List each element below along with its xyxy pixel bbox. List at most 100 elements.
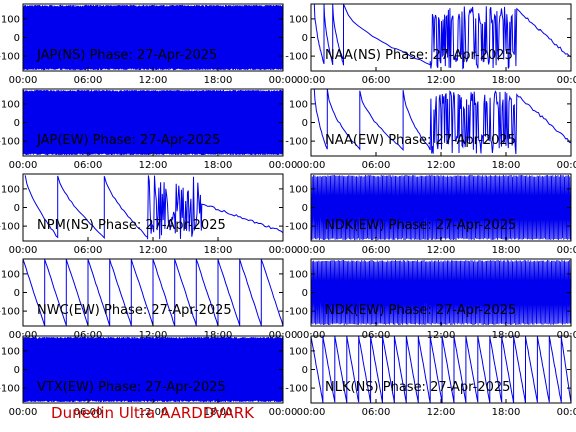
phase-trace-line — [313, 4, 571, 70]
y-tick-label: 100 — [289, 346, 308, 357]
x-tick-label: 12:00 — [427, 407, 456, 418]
x-tick-label: 00:00 — [9, 160, 38, 171]
y-tick-label: -100 — [0, 307, 20, 318]
y-tick-label: 0 — [14, 288, 20, 299]
y-tick-label: 0 — [302, 33, 308, 44]
panel-title: NWC(EW) Phase: 27-Apr-2025 — [37, 303, 232, 318]
panel-title: VTX(EW) Phase: 27-Apr-2025 — [37, 380, 226, 395]
y-tick-label: -100 — [0, 222, 20, 233]
y-tick-label: 0 — [302, 118, 308, 129]
y-tick-label: -100 — [285, 52, 308, 63]
x-tick-label: 12:00 — [427, 75, 456, 86]
y-tick-label: 0 — [302, 288, 308, 299]
phase-panel-1: 100 0 -100 00:00 06:00 12:00 18:00 00:00 JAP(NS)… — [0, 3, 298, 86]
x-tick-label: 18:00 — [204, 407, 233, 418]
x-tick-label: 06:00 — [74, 160, 103, 171]
x-tick-label: 06:00 — [74, 407, 103, 418]
x-tick-label: 00:00 — [557, 75, 576, 86]
x-tick-label: 00:00 — [269, 160, 298, 171]
x-tick-label: 00:00 — [269, 75, 298, 86]
y-tick-label: -100 — [285, 137, 308, 148]
panel-title: NDK(EW) Phase: 27-Apr-2025 — [325, 303, 516, 318]
x-tick-label: 18:00 — [492, 160, 521, 171]
y-tick-label: 100 — [289, 99, 308, 110]
x-tick-label: 00:00 — [9, 245, 38, 256]
y-tick-label: -100 — [0, 52, 20, 63]
x-tick-label: 00:00 — [297, 75, 326, 86]
y-tick-label: 100 — [289, 269, 308, 280]
y-tick-label: -100 — [0, 384, 20, 395]
y-tick-label: 100 — [1, 269, 20, 280]
y-tick-label: 0 — [14, 33, 20, 44]
x-tick-label: 18:00 — [204, 160, 233, 171]
x-tick-label: 18:00 — [204, 245, 233, 256]
x-tick-label: 00:00 — [297, 245, 326, 256]
phase-panel-5: 100 0 -100 00:00 06:00 12:00 18:00 00:00 NPM(NS)… — [0, 173, 298, 256]
x-tick-label: 06:00 — [362, 407, 391, 418]
x-tick-label: 18:00 — [204, 75, 233, 86]
phase-trace-line — [23, 336, 283, 403]
x-tick-label: 12:00 — [139, 245, 168, 256]
y-tick-label: 100 — [1, 99, 20, 110]
phase-trace-line — [23, 259, 283, 326]
phase-panel-2: 100 0 -100 00:00 06:00 12:00 18:00 00:00 NAA(NS)… — [285, 3, 576, 86]
phase-trace-line — [313, 89, 571, 155]
y-tick-label: 100 — [1, 346, 20, 357]
x-tick-label: 00:00 — [297, 160, 326, 171]
x-tick-label: 12:00 — [139, 160, 168, 171]
phase-panel-7: 1000-10000:0006:0012:0018:0000:00NWC(EW)… — [0, 258, 297, 341]
x-tick-label: 06:00 — [362, 160, 391, 171]
x-tick-label: 00:00 — [9, 75, 38, 86]
panel-title: NAA(EW) Phase: 27-Apr-2025 — [325, 133, 516, 148]
y-tick-label: -100 — [285, 384, 308, 395]
x-tick-label: 06:00 — [362, 245, 391, 256]
phase-panel-4: 100 0 -100 00:00 06:00 12:00 18:00 00:00 NAA(EW)… — [285, 88, 576, 171]
y-tick-label: -100 — [0, 137, 20, 148]
y-tick-label: 0 — [14, 365, 20, 376]
x-tick-label: 00:00 — [557, 160, 576, 171]
panel-title: JAP(NS) Phase: 27-Apr-2025 — [36, 48, 217, 63]
phase-panel-8: 1000-10000:0006:0012:0018:0000:00NDK(EW)… — [285, 258, 576, 341]
x-tick-label: 00:00 — [9, 407, 38, 418]
x-tick-label: 00:00 — [269, 407, 298, 418]
y-tick-label: 0 — [302, 365, 308, 376]
phase-panel-6: 100 0 -100 00:00 06:00 12:00 18:00 00:00 NDK(EW)… — [285, 173, 576, 256]
phase-trace-line — [311, 259, 571, 326]
panel-title: NPM(NS) Phase: 27-Apr-2025 — [37, 218, 226, 233]
phase-trace-line — [23, 89, 283, 156]
phase-trace-line — [311, 174, 571, 241]
footer-label: Dunedin Ultra AARDDVARK — [51, 404, 254, 422]
phase-panel-9: 100 0 -100 00:00 06:00 12:00 18:00 00:00 VTX(EW)… — [0, 335, 298, 418]
y-tick-label: 100 — [289, 184, 308, 195]
y-tick-label: 0 — [14, 203, 20, 214]
panel-title: JAP(EW) Phase: 27-Apr-2025 — [36, 133, 220, 148]
x-tick-label: 12:00 — [427, 245, 456, 256]
y-tick-label: -100 — [285, 307, 308, 318]
phase-panel-10: 100 0 -100 00:00 06:00 12:00 18:00 00:00 NLK(NS)… — [285, 335, 576, 418]
y-tick-label: 0 — [14, 118, 20, 129]
x-tick-label: 18:00 — [492, 245, 521, 256]
phase-trace-line — [24, 175, 283, 240]
x-tick-label: 00:00 — [269, 245, 298, 256]
y-tick-label: 100 — [1, 184, 20, 195]
x-tick-label: 12:00 — [427, 160, 456, 171]
x-tick-label: 12:00 — [139, 75, 168, 86]
panel-title: NLK(NS) Phase: 27-Apr-2025 — [325, 380, 510, 395]
x-tick-label: 00:00 — [297, 407, 326, 418]
phase-panel-3: 100 0 -100 00:00 06:00 12:00 18:00 00:00 JAP(EW)… — [0, 88, 298, 171]
x-tick-label: 12:00 — [139, 407, 168, 418]
y-tick-label: -100 — [285, 222, 308, 233]
y-tick-label: 0 — [302, 203, 308, 214]
x-tick-label: 00:00 — [557, 245, 576, 256]
x-tick-label: 06:00 — [362, 75, 391, 86]
x-tick-label: 00:00 — [557, 407, 576, 418]
phase-trace-line — [23, 4, 283, 71]
x-tick-label: 18:00 — [492, 75, 521, 86]
x-tick-label: 06:00 — [74, 245, 103, 256]
x-tick-label: 06:00 — [74, 75, 103, 86]
x-tick-label: 18:00 — [492, 407, 521, 418]
panel-title: NDK(EW) Phase: 27-Apr-2025 — [325, 218, 516, 233]
panel-title: NAA(NS) Phase: 27-Apr-2025 — [325, 48, 513, 63]
phase-trace-line — [311, 336, 571, 403]
